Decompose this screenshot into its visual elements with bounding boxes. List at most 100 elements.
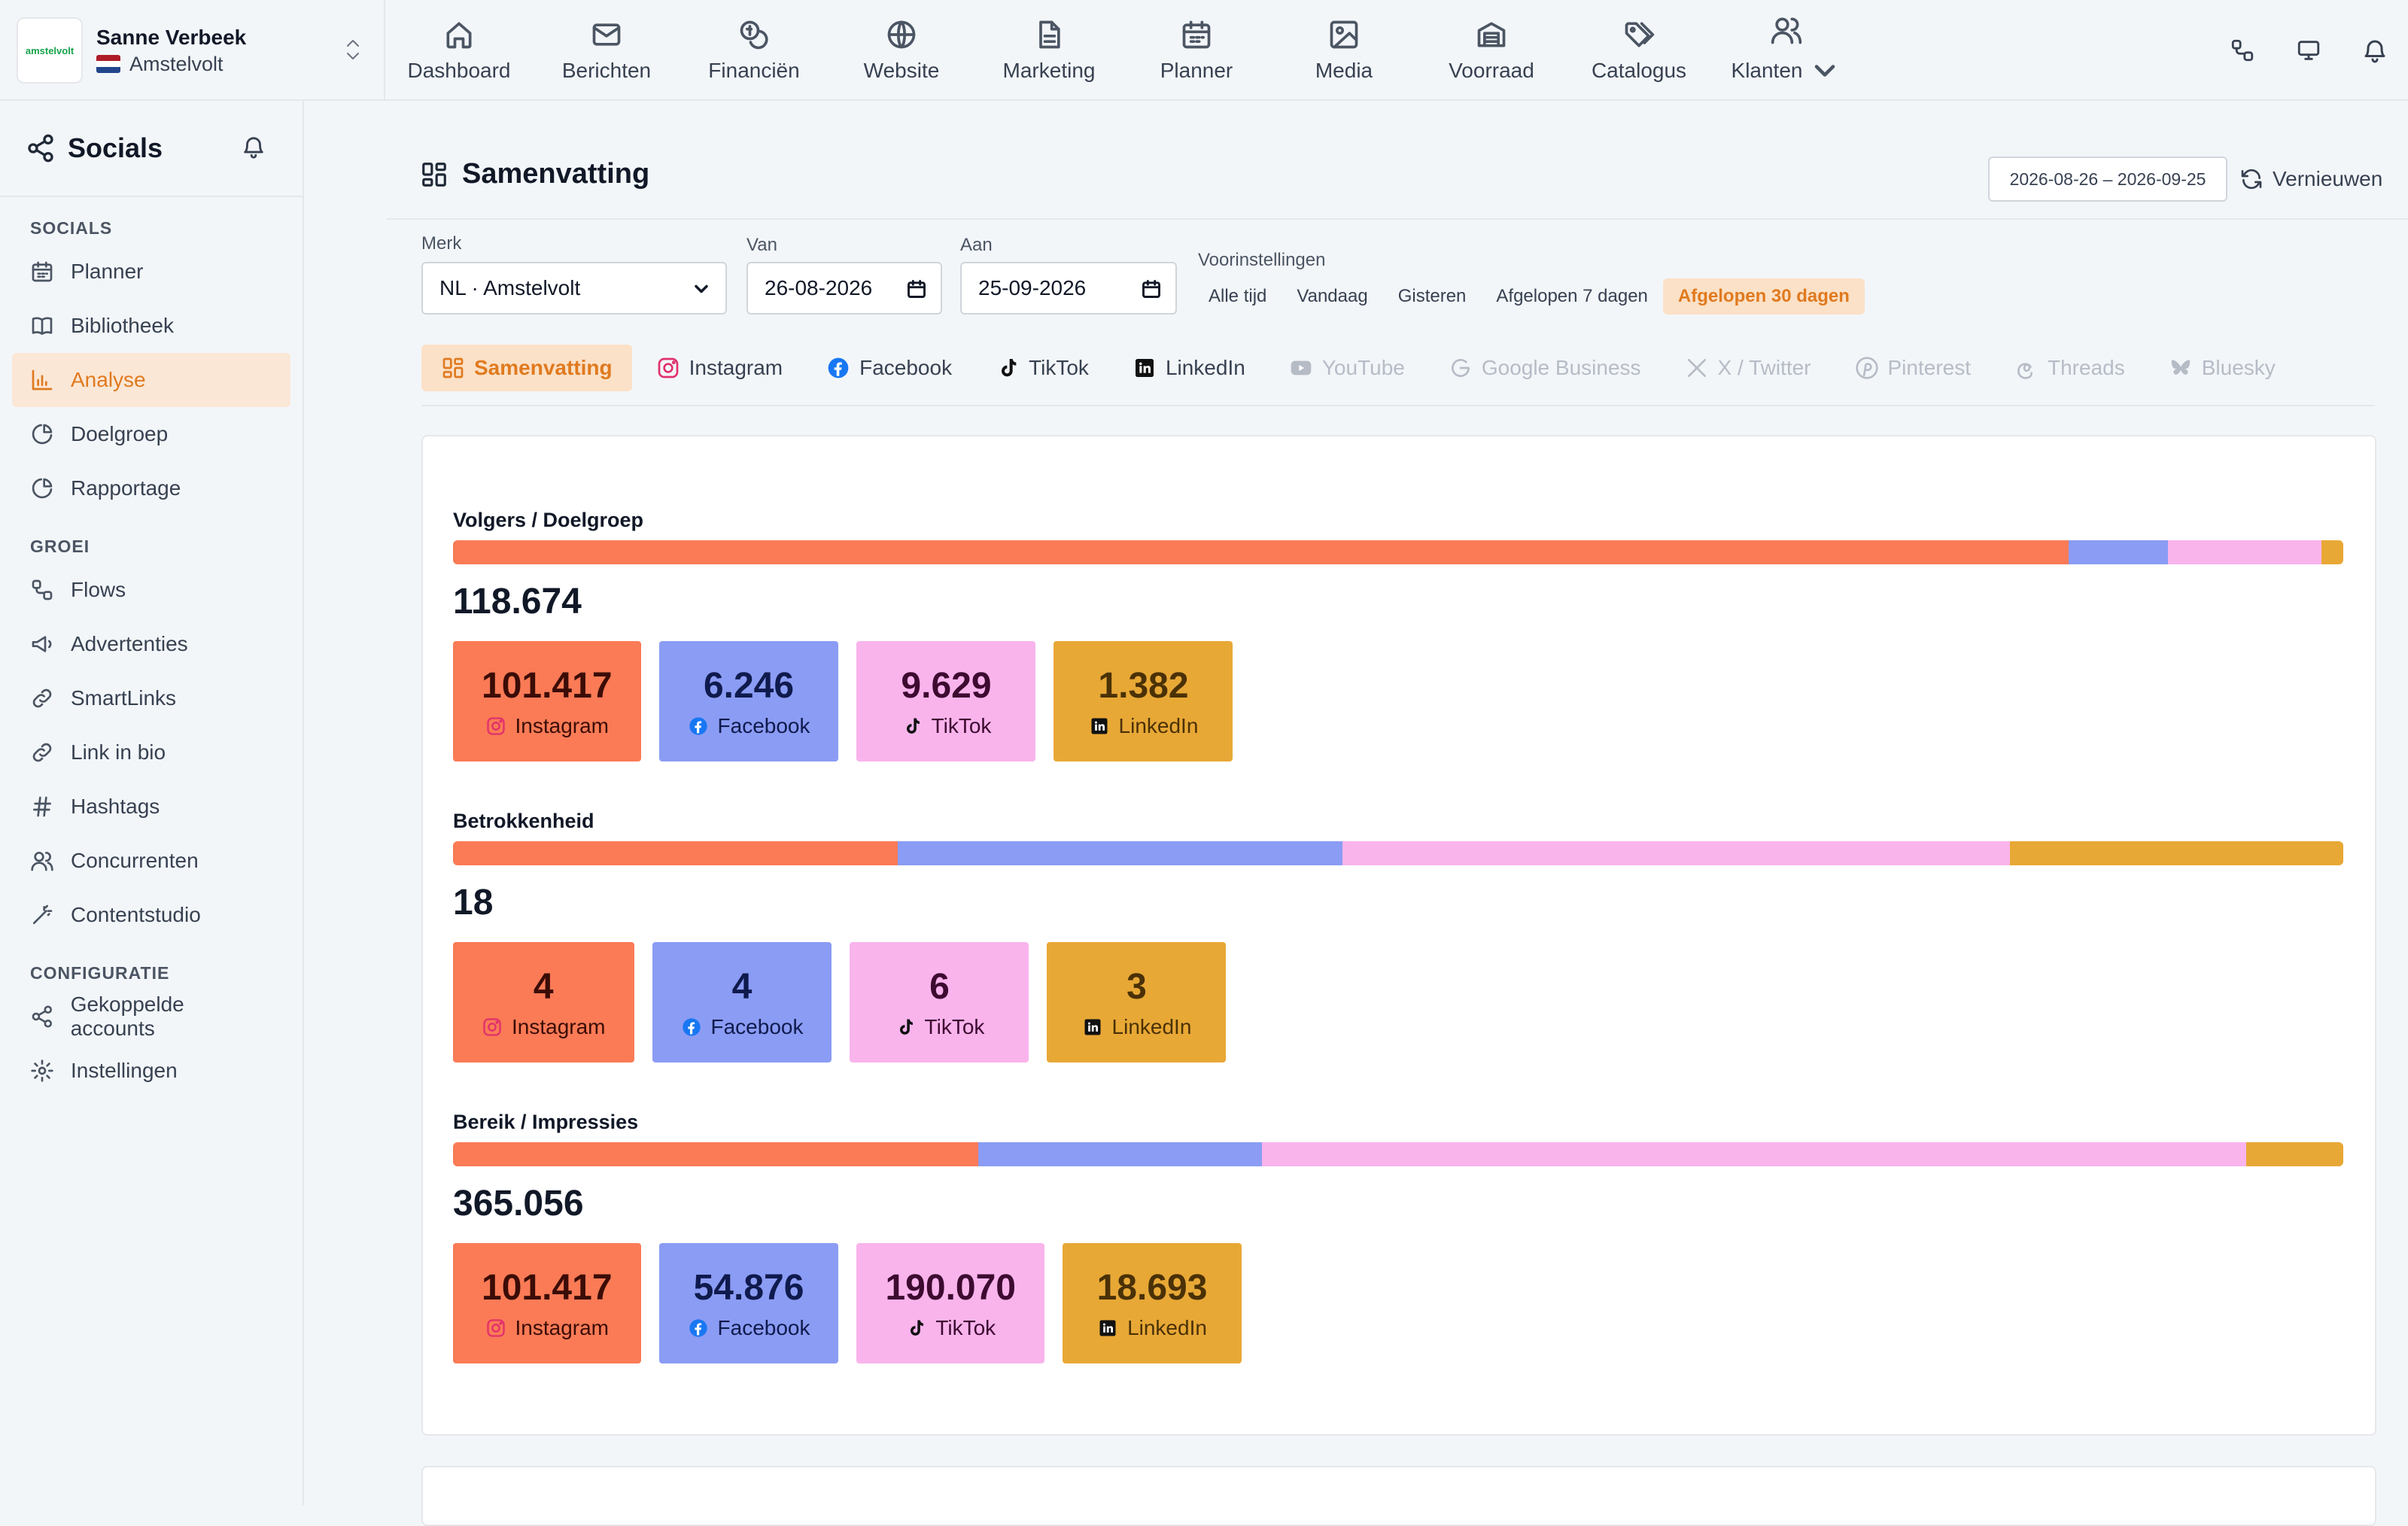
platform-tile-instagram: 101.417 Instagram	[453, 1243, 641, 1363]
tab-threads[interactable]: Threads	[1995, 345, 2145, 391]
platform-tile-facebook: 6.246 Facebook	[658, 641, 839, 761]
tab-bluesky[interactable]: Bluesky	[2149, 345, 2295, 391]
tile-value: 4	[533, 966, 554, 1007]
sidebar-item-instellingen[interactable]: Instellingen	[12, 1044, 290, 1098]
tab-x-twitter[interactable]: X / Twitter	[1665, 345, 1831, 391]
tile-value: 101.417	[482, 1267, 613, 1308]
to-label: Aan	[960, 235, 993, 255]
sidebar-item-advertenties[interactable]: Advertenties	[12, 617, 290, 671]
metric-title: Bereik / Impressies	[453, 1111, 639, 1133]
tab-youtube[interactable]: YouTube	[1269, 345, 1424, 391]
sidebar-item-concurrenten[interactable]: Concurrenten	[12, 834, 290, 888]
bar-segment-facebook	[898, 841, 1343, 865]
sidebar-item-contentstudio[interactable]: Contentstudio	[12, 888, 290, 942]
sidebar-item-flows[interactable]: Flows	[12, 563, 290, 617]
tile-platform: Instagram	[512, 1014, 606, 1038]
nav-item-klanten[interactable]: Klanten	[1713, 0, 1860, 101]
tab-google-business[interactable]: Google Business	[1429, 345, 1661, 391]
tab-tiktok[interactable]: TikTok	[976, 345, 1108, 391]
flow-icon[interactable]	[2209, 38, 2276, 63]
preset-button[interactable]: Afgelopen 30 dagen	[1662, 278, 1865, 315]
platform-tile-instagram: 101.417 Instagram	[453, 641, 641, 761]
preset-button[interactable]: Afgelopen 7 dagen	[1496, 286, 1648, 306]
chevron-down-icon	[695, 284, 708, 293]
tile-platform: Facebook	[717, 1315, 810, 1339]
preset-button[interactable]: Gisteren	[1397, 286, 1467, 306]
sidebar-title: Socials	[68, 132, 163, 163]
nav-item-marketing[interactable]: Marketing	[975, 0, 1123, 101]
linkedin-icon	[1099, 1320, 1116, 1336]
nav-item-berichten[interactable]: Berichten	[533, 0, 680, 101]
instagram-icon	[486, 1318, 505, 1337]
brand-select[interactable]: NL · Amstelvolt	[421, 262, 727, 315]
share-icon	[28, 134, 53, 163]
users-icon	[1771, 17, 1802, 44]
sidebar-item-rapportage[interactable]: Rapportage	[12, 461, 290, 515]
nav-item-financiën[interactable]: Financiën	[680, 0, 828, 101]
preset-button[interactable]: Alle tijd	[1209, 286, 1267, 306]
threads-icon	[2017, 363, 2033, 379]
globe-icon	[887, 20, 916, 49]
metric-section: Bereik / Impressies 365.056 101.417 Instagr…	[453, 1111, 2343, 1363]
tiktok-icon	[899, 1019, 913, 1035]
tab-linkedin[interactable]: LinkedIn	[1113, 345, 1265, 391]
nav-item-dashboard[interactable]: Dashboard	[385, 0, 533, 101]
preset-button[interactable]: Vandaag	[1297, 286, 1368, 306]
user-name: Sanne Verbeek	[96, 25, 247, 49]
sidebar-item-doelgroep[interactable]: Doelgroep	[12, 407, 290, 461]
sidebar-item-planner[interactable]: Planner	[12, 245, 290, 299]
nav-item-website[interactable]: Website	[828, 0, 975, 101]
sidebar-item-hashtags[interactable]: Hashtags	[12, 780, 290, 834]
tab-facebook[interactable]: Facebook	[807, 345, 971, 391]
bell-icon[interactable]	[2342, 37, 2408, 64]
book-icon	[32, 317, 53, 335]
document-icon	[1039, 20, 1060, 49]
tab-pinterest[interactable]: Pinterest	[1835, 345, 1991, 391]
pinterest-icon	[1855, 357, 1878, 379]
mail-icon	[592, 23, 621, 46]
from-date-input[interactable]: 26-08-2026	[746, 262, 942, 315]
sidebar-item-link-in-bio[interactable]: Link in bio	[12, 725, 290, 780]
instagram-icon	[486, 716, 505, 735]
tile-platform: Instagram	[515, 713, 610, 737]
metric-section: Betrokkenheid 18 4 Instagram 4 Facebook 6 TikTo…	[453, 810, 2343, 1062]
sidebar-item-gekoppelde-accounts[interactable]: Gekoppelde accounts	[12, 989, 290, 1044]
bell-icon[interactable]	[241, 134, 266, 160]
tile-value: 3	[1126, 966, 1147, 1007]
linkedin-icon	[1091, 718, 1108, 734]
tile-value: 54.876	[693, 1267, 804, 1308]
tiktok-icon	[1002, 359, 1017, 377]
nav-item-media[interactable]: Media	[1270, 0, 1418, 101]
metric-title: Volgers / Doelgroep	[453, 509, 644, 531]
calendar-icon[interactable]	[1141, 278, 1162, 299]
nav-item-catalogus[interactable]: Catalogus	[1565, 0, 1713, 101]
platform-tile-facebook: 4 Facebook	[652, 942, 832, 1062]
grid-icon	[442, 357, 464, 378]
tab-label: Samenvatting	[474, 356, 613, 379]
megaphone-icon	[32, 636, 52, 652]
image-icon	[1330, 20, 1358, 49]
summary-card: Volgers / Doelgroep 118.674 101.417 Instagr…	[421, 435, 2376, 1436]
to-date-input[interactable]: 25-09-2026	[960, 262, 1177, 315]
bar-chart-icon	[32, 369, 53, 391]
sidebar-item-bibliotheek[interactable]: Bibliotheek	[12, 299, 290, 353]
sidebar-item-analyse[interactable]: Analyse	[12, 353, 290, 407]
tab-instagram[interactable]: Instagram	[637, 345, 803, 391]
account-switcher[interactable]: amstelvolt Sanne Verbeek Amstelvolt	[0, 0, 385, 101]
metric-total: 18	[453, 883, 494, 923]
sidebar-item-label: Advertenties	[71, 632, 188, 655]
monitor-icon[interactable]	[2276, 38, 2342, 63]
nav-item-planner[interactable]: Planner	[1123, 0, 1270, 101]
bar-segment-linkedin	[2246, 1142, 2343, 1166]
metric-total: 365.056	[453, 1184, 584, 1224]
nav-item-label: Dashboard	[407, 59, 511, 82]
calendar-icon[interactable]	[906, 278, 927, 299]
refresh-button[interactable]: Vernieuwen	[2229, 157, 2382, 202]
nav-item-voorraad[interactable]: Voorraad	[1418, 0, 1565, 101]
sidebar-item-smartlinks[interactable]: SmartLinks	[12, 671, 290, 725]
tab-samenvatting[interactable]: Samenvatting	[421, 345, 632, 391]
from-label: Van	[746, 235, 777, 255]
platform-tile-linkedin: 3 LinkedIn	[1047, 942, 1227, 1062]
distribution-bar	[453, 1142, 2343, 1166]
facebook-icon	[682, 1017, 701, 1036]
